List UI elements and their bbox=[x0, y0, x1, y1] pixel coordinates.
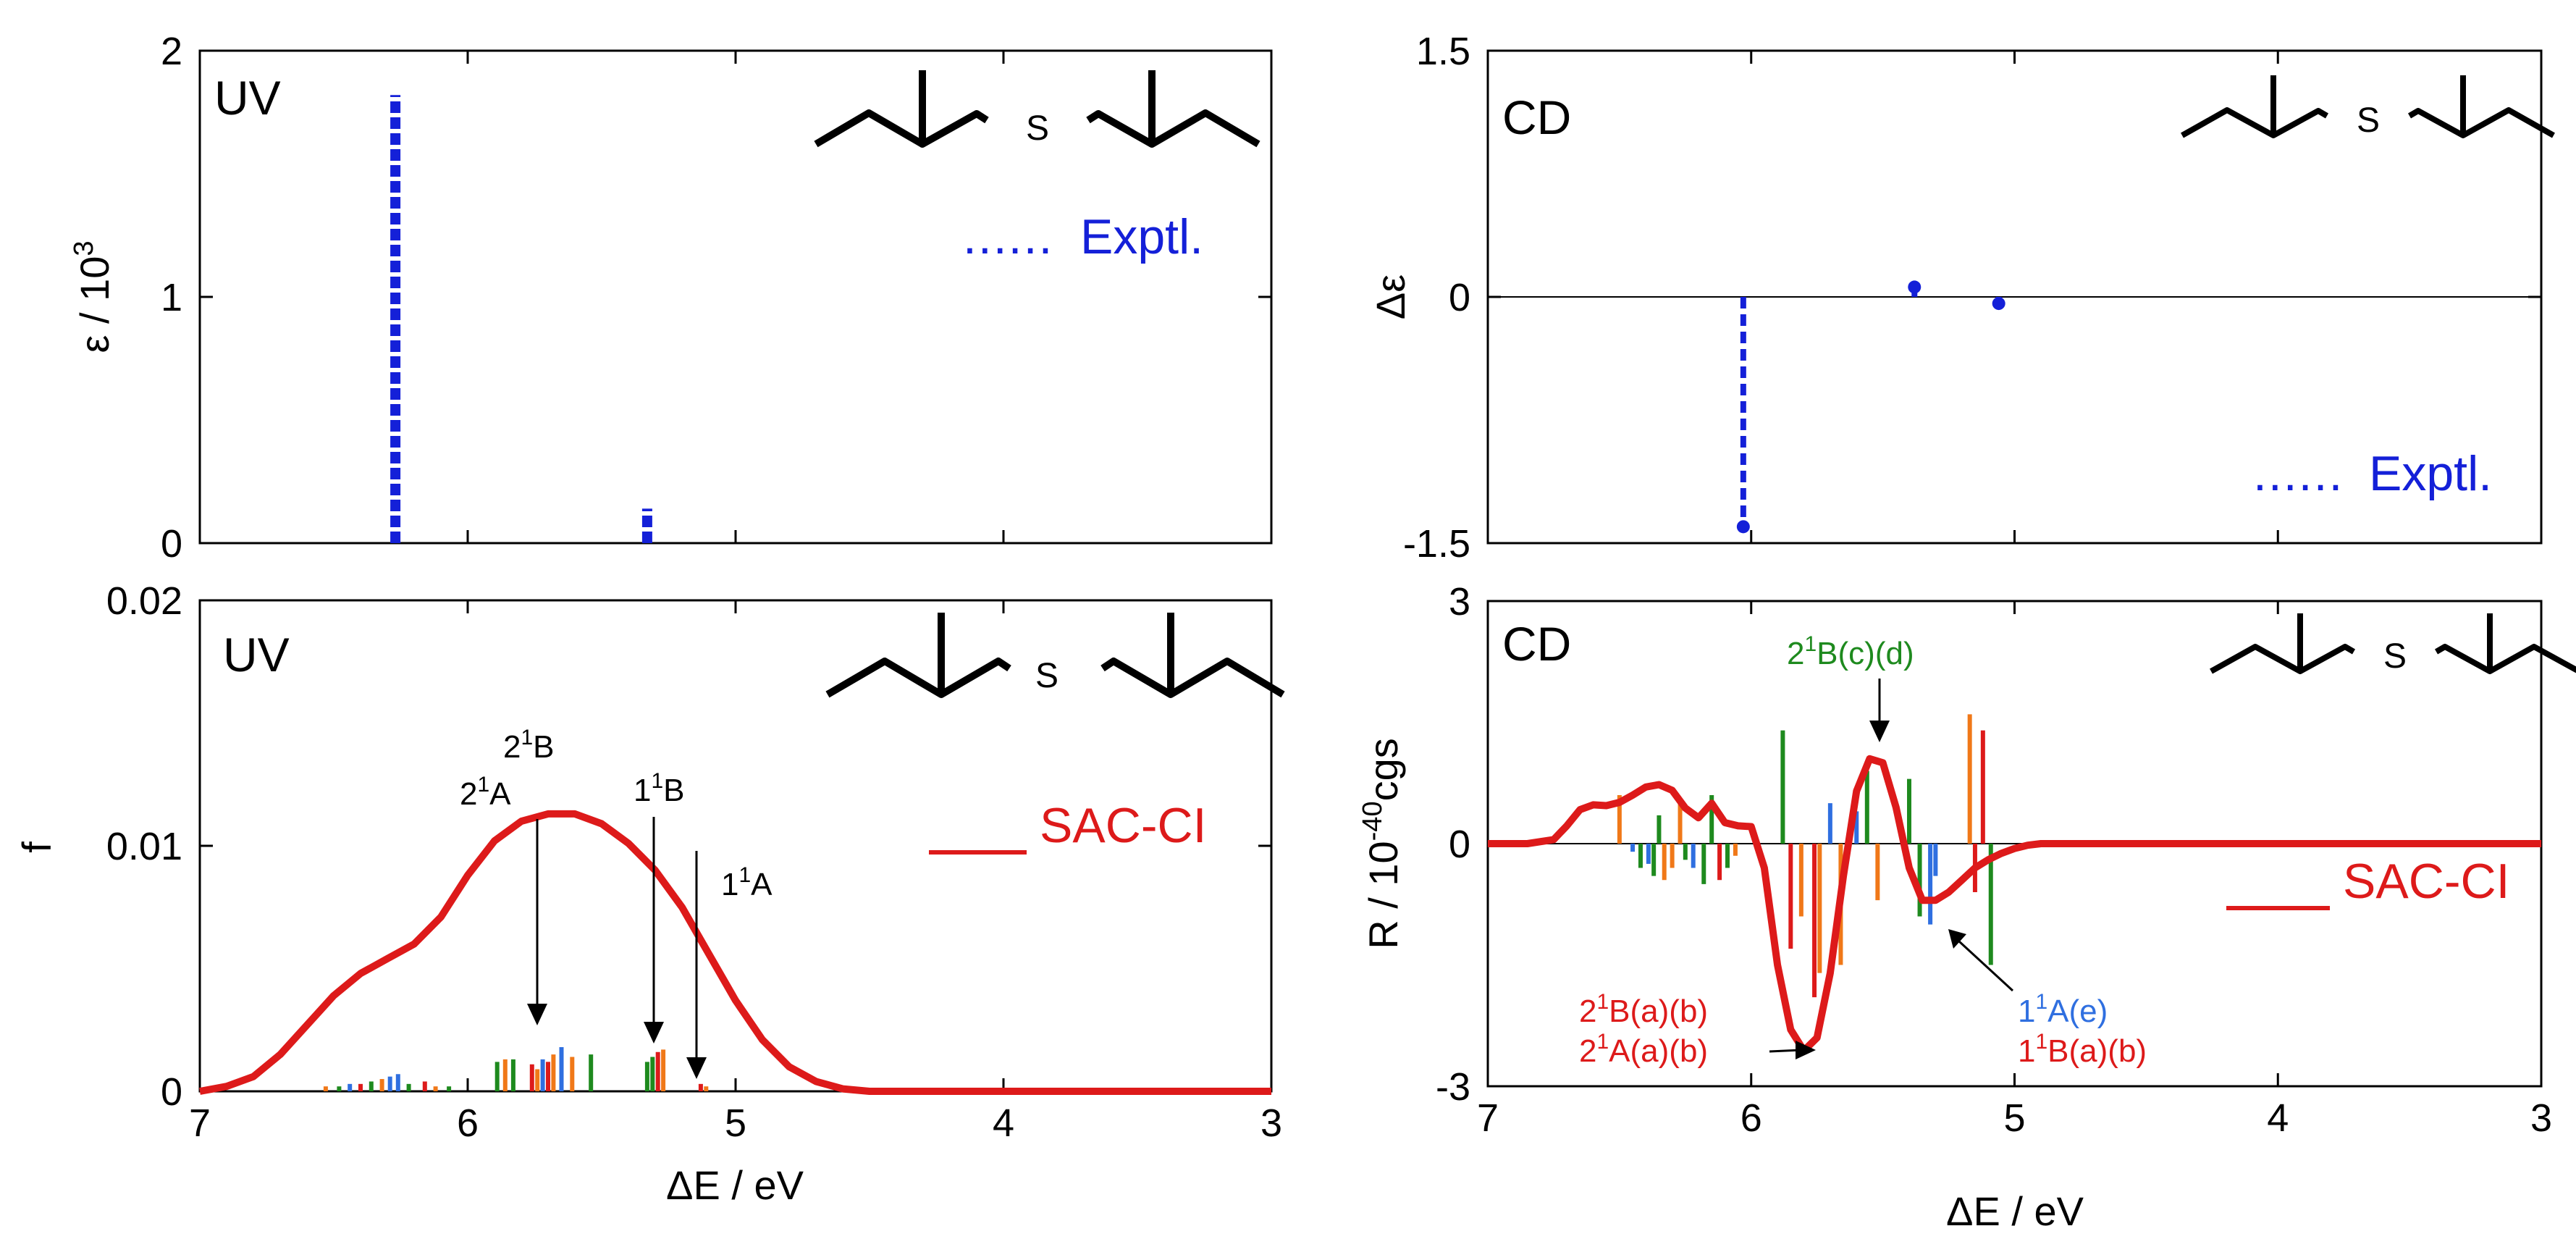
uv-sacci-x-axis-title: ΔE / eV bbox=[666, 1162, 804, 1208]
cd-sacci-x-axis-title: ΔE / eV bbox=[1946, 1188, 2084, 1234]
uv-expt-panel-label: UV bbox=[214, 71, 281, 125]
uv-sacci-molecule: S bbox=[825, 613, 1285, 698]
uv-sacci-legend-text: SAC-CI bbox=[1040, 798, 1206, 853]
cd-sacci-panel: 7 6 5 4 3 3 0 -3 CD R / 10-40cgs ΔE / eV SAC-C… bbox=[1358, 580, 2576, 1234]
uv-sacci-x-tick-label-2: 5 bbox=[725, 1101, 746, 1145]
uv-expt-molecule: S bbox=[814, 70, 1260, 148]
cd-annot-arrows bbox=[1769, 679, 2014, 1059]
cd-sacci-annotations: 21B(c)(d) 21B(a)(b) 21A(a)(b) 11A(e) 11B… bbox=[1579, 632, 2147, 1069]
cd-sacci-y-axis-title-sup: -40 bbox=[1358, 801, 1388, 841]
cd-expt-molecule-s: S bbox=[2357, 101, 2380, 140]
cd-expt-x-ticks bbox=[1486, 51, 2543, 543]
uv-expt-y-tick-label-1: 1 bbox=[161, 276, 182, 319]
uv-expt-bars bbox=[390, 95, 652, 543]
cd-sacci-x-tick-label-4: 3 bbox=[2530, 1096, 2552, 1140]
cd-sacci-y-tick-label-0: 3 bbox=[1449, 580, 1470, 624]
cd-expt-legend-dots: ...... bbox=[2253, 446, 2344, 501]
uv-sacci-y-tick-label-0: 0 bbox=[161, 1070, 182, 1114]
uv-annot-arrows bbox=[536, 817, 698, 1066]
cd-annot-1-1B-ab: 11B(a)(b) bbox=[2018, 1030, 2147, 1069]
cd-sacci-x-ticks: 7 6 5 4 3 bbox=[1477, 601, 2552, 1140]
cd-expt-y-tick-label-0: 1.5 bbox=[1416, 30, 1470, 73]
uv-expt-y-ticks: 0 1 2 bbox=[161, 30, 1271, 566]
uv-sacci-legend: SAC-CI bbox=[929, 798, 1206, 855]
cd-sacci-legend: SAC-CI bbox=[2226, 854, 2509, 910]
cd-sacci-x-tick-label-2: 5 bbox=[2003, 1096, 2025, 1140]
uv-sacci-x-tick-label-4: 3 bbox=[1260, 1101, 1282, 1145]
cd-expt-y-axis-title: Δε bbox=[1368, 274, 1413, 319]
cd-sacci-x-tick-label-1: 6 bbox=[1741, 1096, 1762, 1140]
cd-annot-2-1A-ab: 21A(a)(b) bbox=[1579, 1030, 1708, 1069]
cd-sacci-molecule: S bbox=[2210, 613, 2576, 676]
uv-expt-legend-text: Exptl. bbox=[1080, 209, 1203, 264]
uv-sacci-panel: 7 6 5 4 3 0 0.01 0.02 UV f ΔE / eV SAC-CI S 21… bbox=[14, 579, 1285, 1208]
uv-expt-x-ticks bbox=[198, 51, 1273, 543]
uv-sacci-x-tick-label-0: 7 bbox=[189, 1101, 211, 1145]
cd-expt-bars bbox=[1736, 280, 2005, 534]
uv-sacci-molecule-s: S bbox=[1035, 657, 1058, 695]
cd-expt-y-ticks: 1.5 0 -1.5 bbox=[1403, 30, 2541, 566]
cd-expt-legend-text: Exptl. bbox=[2369, 446, 2492, 501]
cd-expt-bar-cap-2 bbox=[1992, 297, 2005, 311]
cd-expt-y-tick-label-2: -1.5 bbox=[1403, 522, 1470, 566]
cd-expt-molecule: S bbox=[2181, 75, 2555, 140]
uv-sacci-y-tick-label-2: 0.02 bbox=[106, 579, 182, 623]
cd-sacci-sticks bbox=[1617, 714, 1993, 998]
cd-sacci-x-tick-label-3: 4 bbox=[2267, 1096, 2289, 1140]
uv-sacci-curve bbox=[199, 810, 1271, 1095]
uv-sacci-annotations: 21B 21A 11B 11A bbox=[460, 726, 773, 1079]
cd-sacci-y-axis-title-tail: cgs bbox=[1360, 738, 1406, 801]
cd-expt-bar-cap-1 bbox=[1908, 280, 1922, 294]
uv-sacci-x-tick-label-3: 4 bbox=[993, 1101, 1014, 1145]
uv-sacci-y-tick-label-1: 0.01 bbox=[106, 825, 182, 868]
uv-sacci-x-tick-label-1: 6 bbox=[457, 1101, 479, 1145]
uv-expt-y-axis-title: ε / 103 bbox=[69, 240, 117, 353]
uv-annot-1-1B: 11B bbox=[634, 769, 685, 808]
uv-expt-y-axis-title-main: ε / 10 bbox=[72, 256, 117, 353]
uv-expt-y-axis-title-sup: 3 bbox=[69, 240, 99, 256]
cd-sacci-legend-text: SAC-CI bbox=[2343, 854, 2509, 909]
uv-sacci-sticks bbox=[323, 1046, 709, 1091]
uv-expt-panel: 0 1 2 UV ε / 103 ...... Exptl. S bbox=[69, 30, 1273, 566]
uv-expt-y-tick-label-2: 2 bbox=[161, 30, 182, 73]
cd-sacci-panel-label: CD bbox=[1502, 617, 1571, 671]
cd-expt-y-tick-label-1: 0 bbox=[1449, 276, 1470, 319]
cd-sacci-y-axis-title: R / 10-40cgs bbox=[1358, 738, 1406, 949]
cd-expt-panel-label: CD bbox=[1502, 91, 1571, 144]
cd-annot-2-1B-ab: 21B(a)(b) bbox=[1579, 990, 1708, 1029]
uv-annot-arrowhead-2A bbox=[527, 1004, 547, 1025]
cd-sacci-y-tick-label-2: -3 bbox=[1436, 1065, 1470, 1109]
cd-sacci-x-tick-label-0: 7 bbox=[1477, 1096, 1499, 1140]
cd-sacci-curve bbox=[1488, 755, 2541, 1054]
cd-annot-1-1A-e: 11A(e) bbox=[2018, 990, 2108, 1029]
uv-sacci-y-ticks: 0 0.01 0.02 bbox=[106, 579, 1271, 1114]
uv-annot-2-1B: 21B bbox=[503, 726, 555, 765]
uv-sacci-panel-label: UV bbox=[223, 628, 290, 681]
uv-sacci-x-ticks: 7 6 5 4 3 bbox=[189, 600, 1282, 1145]
cd-expt-panel: 1.5 0 -1.5 CD Δε ...... Exptl. S bbox=[1368, 30, 2555, 566]
cd-sacci-y-ticks: 3 0 -3 bbox=[1436, 580, 2541, 1109]
uv-expt-y-tick-label-0: 0 bbox=[161, 522, 182, 566]
uv-annot-1-1A: 11A bbox=[721, 863, 773, 902]
cd-sacci-y-tick-label-1: 0 bbox=[1449, 823, 1470, 866]
cd-sacci-molecule-s: S bbox=[2383, 637, 2407, 676]
uv-sacci-y-axis-title: f bbox=[14, 841, 59, 853]
uv-annot-arrowhead-1B bbox=[644, 1022, 664, 1044]
uv-expt-legend: ...... Exptl. bbox=[963, 209, 1203, 264]
uv-annot-2-1A: 21A bbox=[460, 773, 511, 812]
cd-annot-2-1B-cd: 21B(c)(d) bbox=[1787, 632, 1914, 671]
cd-expt-legend: ...... Exptl. bbox=[2253, 446, 2492, 501]
uv-expt-legend-dots: ...... bbox=[963, 209, 1053, 264]
uv-expt-molecule-s: S bbox=[1026, 109, 1049, 148]
uv-annot-arrowhead-1A bbox=[686, 1057, 707, 1079]
cd-sacci-y-axis-title-main: R / 10 bbox=[1360, 841, 1406, 949]
cd-expt-bar-cap-0 bbox=[1736, 520, 1750, 534]
